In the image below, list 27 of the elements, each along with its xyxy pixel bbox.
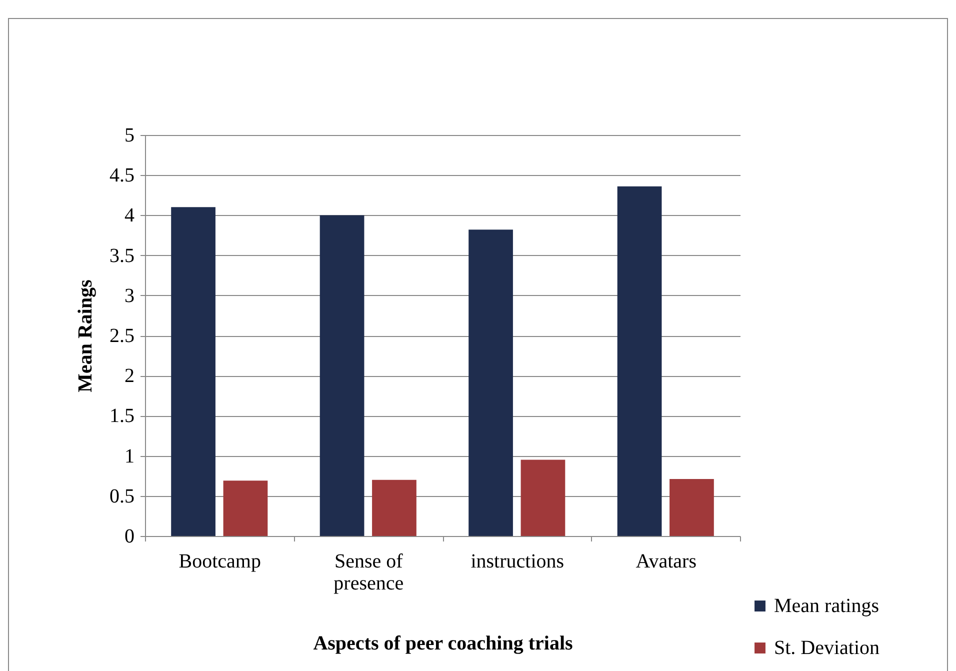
bar <box>670 479 714 536</box>
y-tick-label: 4.5 <box>110 164 134 187</box>
x-tick-label: instructions <box>470 550 564 572</box>
bar <box>171 207 216 536</box>
y-tick-label: 1.5 <box>110 405 134 428</box>
bar <box>520 460 566 536</box>
x-tick-label: Avatars <box>636 550 697 572</box>
legend-label: St. Deviation <box>774 637 880 659</box>
y-tick-label: 2 <box>124 365 134 388</box>
bar <box>223 480 268 536</box>
x-axis-title: Aspects of peer coaching trials <box>313 632 574 654</box>
y-tick-label: 5 <box>124 124 134 146</box>
y-tick-label: 3 <box>124 284 134 307</box>
legend-label: Mean ratings <box>774 595 880 617</box>
y-tick-label: 3.5 <box>110 244 134 267</box>
bar <box>468 230 513 536</box>
y-tick-label: 4 <box>124 204 134 227</box>
y-tick-label: 1 <box>124 445 134 468</box>
y-axis-title: Mean Raings <box>74 279 96 392</box>
x-tick-label: Sense of presence <box>334 550 404 594</box>
y-tick-label: 0.5 <box>110 485 134 508</box>
y-tick-label: 0 <box>124 526 134 548</box>
bar <box>617 186 662 536</box>
bar <box>320 215 364 536</box>
y-tick-label: 2.5 <box>110 325 134 347</box>
bar <box>372 480 416 536</box>
x-tick-label: Bootcamp <box>178 550 261 572</box>
